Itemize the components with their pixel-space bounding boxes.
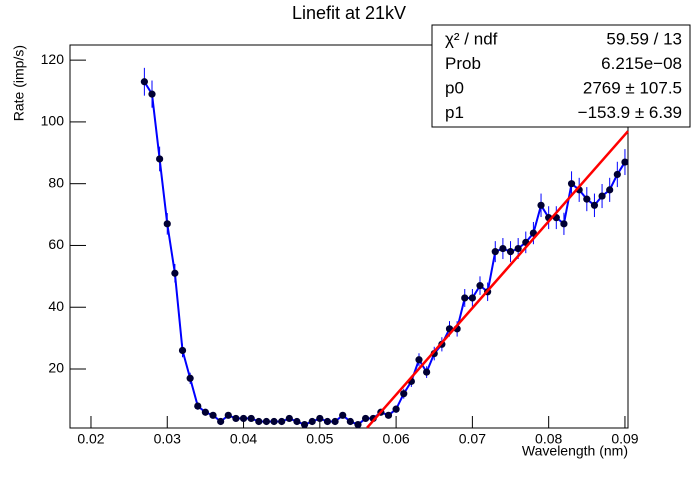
data-point	[560, 220, 568, 228]
data-point	[339, 411, 347, 419]
x-axis-label: Wavelength (nm)	[522, 443, 628, 459]
data-point	[514, 244, 522, 253]
data-point	[232, 414, 240, 423]
data-point	[201, 408, 209, 416]
data-point	[476, 282, 484, 290]
data-point	[590, 201, 599, 209]
data-point	[537, 201, 545, 209]
data-point	[354, 421, 362, 429]
data-point	[300, 421, 309, 429]
data-point	[293, 417, 301, 426]
data-point	[583, 195, 591, 203]
fit-line	[366, 130, 629, 429]
data-point	[247, 414, 255, 423]
data-point	[499, 244, 507, 253]
y-tick-label: 80	[48, 174, 64, 190]
data-point	[148, 90, 156, 98]
data-point	[621, 158, 629, 166]
x-tick-label: 0.02	[77, 431, 104, 447]
data-point	[217, 417, 225, 426]
stats-value: 6.215e−08	[601, 54, 682, 73]
y-tick-label: 120	[41, 51, 65, 67]
data-point	[506, 248, 515, 256]
data-point	[384, 411, 393, 419]
y-tick-label: 60	[48, 236, 64, 252]
stats-value: 59.59 / 13	[606, 29, 682, 48]
stats-label: Prob	[445, 54, 481, 73]
data-point	[400, 390, 408, 398]
stats-label: χ² / ndf	[445, 29, 498, 48]
data-point	[613, 170, 621, 179]
data-point	[224, 411, 232, 419]
x-tick-label: 0.07	[459, 431, 486, 447]
data-point	[156, 155, 164, 163]
x-tick-label: 0.09	[611, 431, 638, 447]
data-point	[278, 417, 286, 426]
y-axis-label: Rate (imp/s)	[11, 45, 27, 121]
x-tick-label: 0.05	[306, 431, 333, 447]
y-tick-label: 20	[48, 360, 64, 376]
data-point	[331, 417, 339, 426]
stats-value: 2769 ± 107.5	[583, 78, 682, 97]
stats-label: p0	[445, 78, 464, 97]
data-point	[491, 248, 499, 256]
data-point	[567, 180, 576, 188]
x-tick-label: 0.08	[535, 431, 562, 447]
data-point	[461, 294, 469, 302]
x-tick-label: 0.03	[154, 431, 181, 447]
data-point	[239, 414, 248, 423]
data-point	[140, 78, 148, 86]
data-point	[415, 356, 423, 364]
data-point	[163, 220, 171, 228]
stats-label: p1	[445, 103, 464, 122]
data-point	[171, 269, 179, 277]
plot-frame	[69, 44, 629, 429]
data-point	[270, 417, 278, 426]
data-point	[308, 417, 316, 426]
x-tick-label: 0.06	[382, 431, 409, 447]
data-point	[262, 417, 271, 426]
stats-box	[431, 24, 691, 128]
data-point	[468, 294, 476, 302]
x-tick-label: 0.04	[230, 431, 257, 447]
y-tick-label: 100	[41, 113, 65, 129]
data-point	[423, 368, 431, 376]
data-point	[186, 374, 194, 382]
data-point	[209, 411, 217, 419]
data-point	[316, 414, 324, 423]
data-point	[346, 417, 354, 426]
chart-title: Linefit at 21kV	[292, 3, 406, 23]
data-point	[361, 414, 370, 423]
data-point	[194, 402, 202, 410]
data-point	[598, 192, 606, 200]
data-point	[255, 417, 263, 426]
y-tick-label: 40	[48, 298, 64, 314]
data-point	[178, 346, 187, 355]
stats-value: −153.9 ± 6.39	[578, 103, 682, 122]
data-line	[143, 81, 626, 426]
data-point	[392, 405, 400, 413]
data-point	[323, 417, 332, 426]
data-point	[285, 414, 293, 423]
data-point	[606, 186, 614, 194]
